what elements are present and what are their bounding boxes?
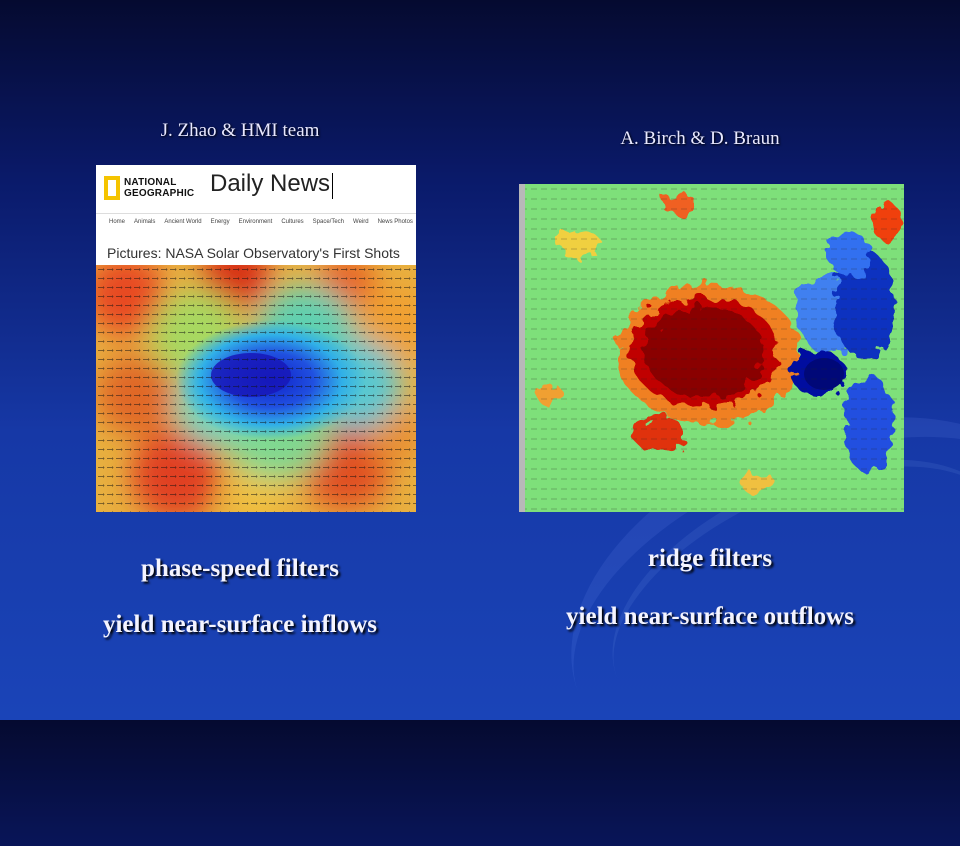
- logo-text-line2: GEOGRAPHIC: [124, 188, 195, 199]
- text-cursor: [332, 173, 333, 199]
- nav-item: Ancient World: [164, 219, 202, 225]
- nav-item: Space/Tech: [312, 219, 345, 225]
- nav-item: Cultures: [281, 219, 304, 225]
- nav-item: Weird: [353, 219, 369, 225]
- credit-right: A. Birch & D. Braun: [620, 128, 780, 149]
- inflow-velocity-map: [96, 265, 416, 512]
- natgeo-logo: NATIONAL GEOGRAPHIC: [104, 171, 208, 205]
- natgeo-yellow-border-icon: [104, 176, 120, 200]
- credit-left: J. Zhao & HMI team: [160, 120, 320, 141]
- outflow-map-image: [519, 184, 904, 512]
- outflow-velocity-map: [519, 184, 904, 512]
- nav-item: Environment: [238, 219, 273, 225]
- nav-item: Energy: [210, 219, 230, 225]
- inflow-map-image: NATIONAL GEOGRAPHIC Daily News Home Anim…: [96, 165, 416, 512]
- nav-item: Home: [109, 219, 126, 225]
- caption-left-subtitle: yield near-surface inflows: [102, 611, 378, 638]
- caption-left-title: phase-speed filters: [141, 555, 339, 582]
- natgeo-header: NATIONAL GEOGRAPHIC Daily News Home Anim…: [96, 165, 416, 265]
- nav-item: News Photos: [377, 219, 413, 225]
- logo-text-line1: NATIONAL: [124, 177, 177, 188]
- caption-right-subtitle: yield near-surface outflows: [566, 603, 854, 630]
- site-title: Daily News: [210, 170, 331, 197]
- caption-right-title: ridge filters: [647, 545, 773, 572]
- nav-item: Animals: [134, 219, 156, 225]
- site-nav: Home Animals Ancient World Energy Enviro…: [96, 213, 416, 227]
- article-headline: Pictures: NASA Solar Observatory's First…: [107, 245, 400, 261]
